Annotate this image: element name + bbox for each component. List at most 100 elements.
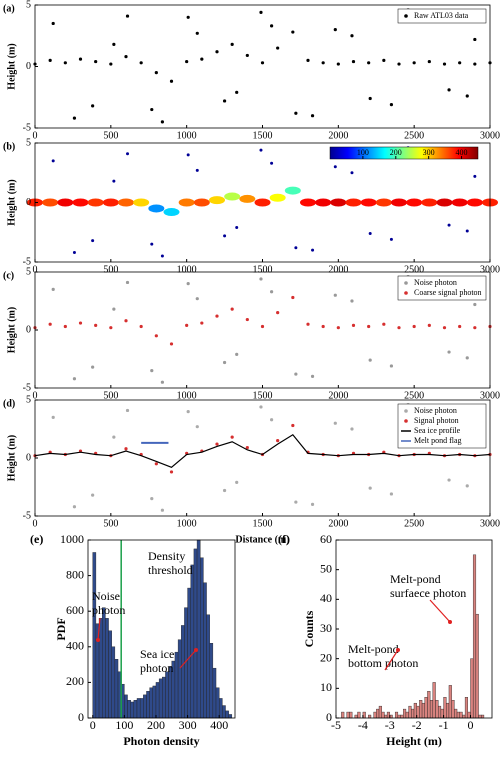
- bar: [438, 705, 442, 719]
- point: [51, 287, 55, 291]
- y-tick-label: 0: [26, 197, 31, 208]
- y-tick-label: 0: [326, 710, 332, 724]
- bar: [397, 714, 401, 719]
- point: [72, 377, 77, 381]
- bar: [408, 705, 412, 719]
- point: [235, 352, 239, 356]
- y-tick-label: 0: [26, 324, 31, 335]
- bar: [394, 711, 399, 719]
- point: [154, 71, 158, 75]
- bar: [108, 630, 112, 719]
- bar: [376, 708, 380, 719]
- point: [294, 500, 298, 504]
- point: [389, 237, 393, 241]
- point: [333, 28, 337, 32]
- bar: [432, 682, 436, 719]
- bar: [124, 694, 128, 719]
- bar: [203, 582, 207, 719]
- legend-swatch: [404, 14, 408, 18]
- point: [473, 174, 477, 178]
- point: [160, 380, 164, 384]
- point: [125, 14, 130, 18]
- point: [333, 293, 337, 297]
- bar: [378, 705, 382, 719]
- bar: [421, 702, 425, 719]
- point: [389, 103, 394, 107]
- plot-frame: [34, 4, 491, 129]
- bar: [206, 614, 210, 719]
- bar: [454, 708, 458, 719]
- bar: [162, 676, 166, 719]
- point: [150, 497, 154, 501]
- point: [160, 120, 164, 124]
- point: [382, 322, 386, 326]
- point: [284, 186, 301, 195]
- point: [139, 324, 143, 329]
- bar: [403, 708, 407, 719]
- point: [169, 342, 174, 346]
- y-tick-label: 200: [66, 674, 84, 688]
- point: [368, 358, 372, 362]
- point: [442, 326, 447, 330]
- panel-label: (d): [3, 398, 15, 409]
- bar: [158, 678, 163, 719]
- legend-swatch: [404, 281, 408, 285]
- arrow: [179, 649, 197, 669]
- y-axis-label: Height (m): [6, 179, 17, 225]
- point: [124, 55, 128, 59]
- annotation: Sea ice: [140, 647, 174, 661]
- y-tick-label: 5: [26, 394, 31, 405]
- x-tick-label: 100: [115, 718, 133, 732]
- colorbar-tick-label: 100: [357, 148, 369, 157]
- point: [154, 334, 158, 338]
- arrow: [429, 599, 451, 623]
- x-tick-label: 200: [147, 718, 165, 732]
- bar: [181, 625, 185, 719]
- bar: [152, 685, 157, 719]
- bar: [462, 714, 466, 719]
- annotation: Density: [148, 549, 185, 563]
- y-tick-label: 50: [320, 561, 332, 575]
- arrow-head: [448, 620, 452, 624]
- point: [124, 319, 128, 323]
- point: [222, 488, 227, 493]
- x-tick-label: 500: [103, 264, 118, 275]
- point: [51, 159, 55, 163]
- bar: [193, 548, 198, 719]
- x-tick-label: 500: [103, 518, 118, 529]
- point: [186, 410, 190, 414]
- point: [51, 415, 55, 419]
- y-tick-label: -5: [23, 510, 31, 521]
- point: [150, 242, 154, 246]
- legend-box: [397, 403, 487, 449]
- bar: [155, 682, 160, 719]
- point: [291, 30, 295, 34]
- line: [34, 434, 491, 468]
- point: [112, 307, 116, 311]
- point: [235, 90, 239, 94]
- point: [276, 439, 280, 443]
- point: [350, 34, 354, 38]
- y-axis-label: Height (m): [6, 435, 17, 481]
- x-tick-label: 2000: [328, 390, 348, 401]
- point: [185, 59, 189, 64]
- point: [185, 323, 189, 327]
- point: [222, 99, 227, 103]
- point: [178, 198, 195, 207]
- bar: [130, 701, 135, 719]
- point: [389, 364, 394, 368]
- annotation: Noise: [92, 589, 120, 603]
- point: [72, 198, 89, 207]
- bar: [127, 700, 131, 719]
- point: [163, 208, 180, 217]
- point: [259, 10, 263, 14]
- point: [458, 324, 462, 329]
- bar: [165, 671, 169, 719]
- point: [442, 62, 447, 66]
- point: [139, 61, 143, 65]
- bar: [456, 711, 460, 719]
- bar: [443, 697, 447, 719]
- point: [63, 324, 67, 329]
- point: [133, 198, 150, 207]
- bar: [400, 714, 404, 719]
